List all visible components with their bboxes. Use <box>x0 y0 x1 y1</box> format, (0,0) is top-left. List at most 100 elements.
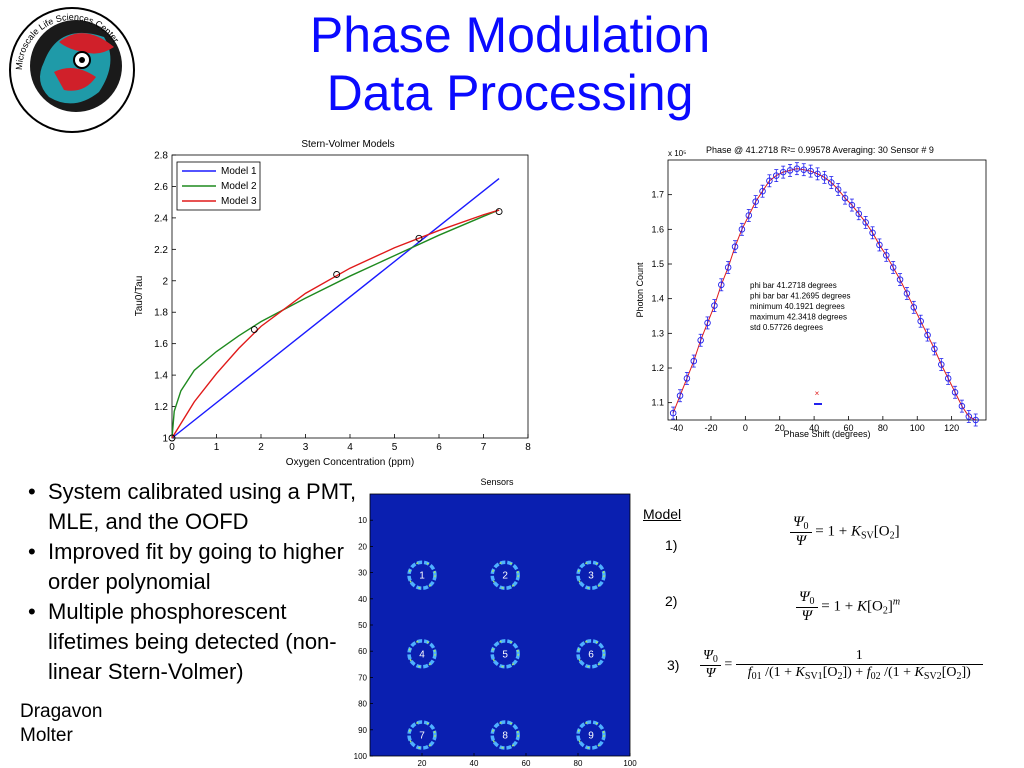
author-name: Dragavon <box>20 701 103 722</box>
title-line-2: Data Processing <box>326 65 694 121</box>
data-point <box>883 248 890 262</box>
data-point <box>495 208 503 216</box>
y-tick-label: 1.1 <box>651 398 664 408</box>
legend-label-model-1: Model 1 <box>221 166 257 177</box>
series-line-model-2 <box>171 209 500 439</box>
legend-label-model-3: Model 3 <box>221 196 257 207</box>
x-tick-label: 6 <box>436 442 442 453</box>
title-line-1: Phase Modulation <box>309 7 711 63</box>
data-point <box>800 163 808 177</box>
x-tick-label: 40 <box>809 423 819 433</box>
data-point <box>869 226 876 240</box>
x-tick-label: 80 <box>878 423 888 433</box>
data-point <box>724 261 732 274</box>
sensor-label: 7 <box>419 731 425 742</box>
chart-title: Phase @ 41.2718 R²= 0.99578 Averaging: 3… <box>706 145 934 155</box>
data-point <box>896 273 904 287</box>
data-point <box>669 406 677 420</box>
y-tick-label: 70 <box>358 673 367 682</box>
data-point <box>745 209 753 222</box>
data-point <box>168 434 176 442</box>
y-tick-label: 90 <box>358 726 367 735</box>
x-tick-label: 20 <box>775 423 785 433</box>
equation-model-1: Ψ0 Ψ = 1 + KSV[O2] <box>790 514 900 550</box>
data-point <box>711 299 718 313</box>
bullet-item: System calibrated using a PMT, MLE, and … <box>28 477 358 537</box>
data-point <box>697 333 704 347</box>
x-axis-label: Oxygen Concentration (ppm) <box>286 457 414 468</box>
sensor-label: 2 <box>502 571 508 582</box>
y-tick-label: 1.3 <box>651 328 664 338</box>
data-point <box>766 174 773 188</box>
x-tick-label: 60 <box>843 423 853 433</box>
model-label: Model <box>643 506 682 522</box>
y-tick-label: 1.5 <box>651 259 664 269</box>
data-point <box>834 183 842 196</box>
bullet-item: Improved fit by going to higher order po… <box>28 537 358 597</box>
y-tick-label: 2.4 <box>154 213 168 224</box>
y-tick-label: 1.4 <box>651 294 664 304</box>
data-point <box>910 300 918 314</box>
sensor-3: 3 <box>576 560 606 590</box>
svg-text:×: × <box>815 389 820 398</box>
data-point <box>828 176 835 189</box>
y-tick-label: 1 <box>162 434 168 445</box>
data-point <box>944 371 952 385</box>
equation-model-2: Ψ0 Ψ = 1 + K[O2]m <box>796 589 900 625</box>
x-tick-label: 40 <box>470 759 479 768</box>
y-tick-label: 1.7 <box>651 190 664 200</box>
series-line-model-3 <box>171 209 500 439</box>
sensors-heatmap: Sensors 20 40 60 80 100 10 20 30 40 50 60 70 80 90 100… <box>354 477 638 768</box>
data-point <box>924 328 931 342</box>
data-point <box>889 261 897 274</box>
authors: Dragavon Molter <box>20 700 102 748</box>
y-tick-label: 10 <box>358 516 367 525</box>
legend-label-model-2: Model 2 <box>221 181 257 192</box>
x-tick-label: 100 <box>910 423 925 433</box>
y-axis-label: Tau0/Tau <box>134 276 145 317</box>
data-point <box>917 314 924 328</box>
data-point <box>704 316 711 330</box>
data-point <box>876 238 883 252</box>
data-point <box>931 342 938 356</box>
sensor-5: 5 <box>490 639 520 669</box>
model-number: 1) <box>665 537 678 553</box>
y-tick-label: 50 <box>358 621 367 630</box>
sensor-7: 7 <box>407 720 437 750</box>
x-tick-label: 3 <box>303 442 309 453</box>
sensor-label: 4 <box>419 649 425 660</box>
equation-model-3: Ψ0 Ψ = 1 f01 /(1 + KSV1[O2]) + f02 /(1 + K… <box>700 648 983 682</box>
phase-marker: × <box>814 389 822 405</box>
x-tick-label: 80 <box>574 759 583 768</box>
stern-volmer-chart: Stern-Volmer Models 0 1 2 3 4 5 6 7 811.21.41.61… <box>134 139 531 468</box>
y-tick-label: 20 <box>358 542 367 551</box>
x-tick-label: 7 <box>481 442 487 453</box>
data-point <box>951 385 959 399</box>
sensor-4: 4 <box>407 639 437 669</box>
mlsc-logo: Microscale Life Sciences Center <box>9 7 135 133</box>
data-point <box>676 389 684 403</box>
y-tick-label: 80 <box>358 700 367 709</box>
model-number: 2) <box>665 593 678 609</box>
data-point <box>965 410 973 423</box>
y-tick-label: 1.6 <box>651 224 664 234</box>
annotation-line: phi bar 41.2718 degrees <box>750 281 837 290</box>
scale-label: x 10⁵ <box>668 149 686 158</box>
x-tick-label: 2 <box>258 442 264 453</box>
y-tick-label: 2.6 <box>154 182 168 193</box>
data-point <box>759 184 766 198</box>
y-tick-label: 2 <box>162 276 168 287</box>
x-axis-label: Phase Shift (degrees) <box>783 429 870 439</box>
bullet-item: Multiple phosphorescent lifetimes being … <box>28 597 358 687</box>
data-point <box>415 234 423 242</box>
sensor-9: 9 <box>576 720 606 750</box>
y-tick-label: 60 <box>358 647 367 656</box>
y-tick-label: 1.8 <box>154 308 168 319</box>
x-tick-label: 60 <box>522 759 531 768</box>
y-tick-label: 1.6 <box>154 339 168 350</box>
data-point <box>958 399 966 413</box>
y-tick-label: 1.2 <box>154 402 168 413</box>
data-point <box>683 371 691 385</box>
data-point <box>752 195 759 208</box>
annotation-line: minimum 40.1921 degrees <box>750 302 845 311</box>
